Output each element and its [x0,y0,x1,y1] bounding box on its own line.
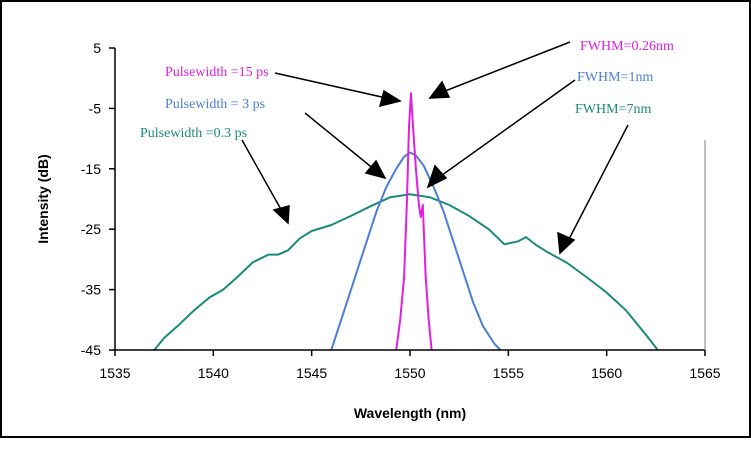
arrow-pulse-15ps-head [378,89,402,108]
y-tick-label: -5 [89,100,102,116]
annotation-fwhm-0-26nm: FWHM=0.26nm [580,39,674,54]
y-tick-label: -15 [81,161,101,177]
arrow-pulse-0-3ps-head [272,205,290,225]
x-tick-label: 1545 [296,365,327,381]
arrow-fwhm-1nm-head [426,164,448,189]
annotation-fwhm-7nm: FWHM=7nm [575,102,651,117]
x-tick-label: 1535 [99,365,130,381]
arrow-pulse-3ps-head [364,159,387,180]
chart-border [0,0,751,438]
x-tick-label: 1550 [394,365,425,381]
x-tick-label: 1565 [689,365,720,381]
y-tick-label: -25 [81,221,101,237]
series-line-2 [395,92,433,351]
ticks-layer: 1535 1540 1545 1550 1555 1560 1565 5 -5 -15 -25 -35… [81,40,721,381]
arrow-fwhm-1nm [437,79,576,179]
series-line-0 [153,193,659,351]
arrow-fwhm-0-26nm [439,41,571,94]
annotation-pulse-15ps: Pulsewidth =15 ps [165,65,269,80]
annotation-fwhm-1nm: FWHM=1nm [577,70,653,85]
arrow-fwhm-7nm [566,124,629,244]
x-tick-label: 1555 [493,365,524,381]
y-tick-label: 5 [93,40,101,56]
y-tick-label: -45 [81,342,101,358]
annotation-pulse-0-3ps: Pulsewidth =0.3 ps [140,126,247,141]
arrow-fwhm-7nm-head [557,231,576,255]
series-line-1 [330,151,502,351]
arrow-pulse-3ps [304,112,376,171]
x-axis-title: Wavelength (nm) [354,405,466,421]
arrow-fwhm-0-26nm-head [428,80,451,99]
x-tick-label: 1560 [591,365,622,381]
annotation-arrows [241,41,629,255]
y-axis-title: Intensity (dB) [35,154,51,243]
y-tick-label: -35 [81,282,101,298]
annotation-pulse-3ps: Pulsewidth = 3 ps [165,97,265,112]
arrow-pulse-15ps [274,72,396,101]
series-layer [153,92,659,351]
x-tick-label: 1540 [198,365,229,381]
arrow-pulse-0-3ps [241,139,284,214]
